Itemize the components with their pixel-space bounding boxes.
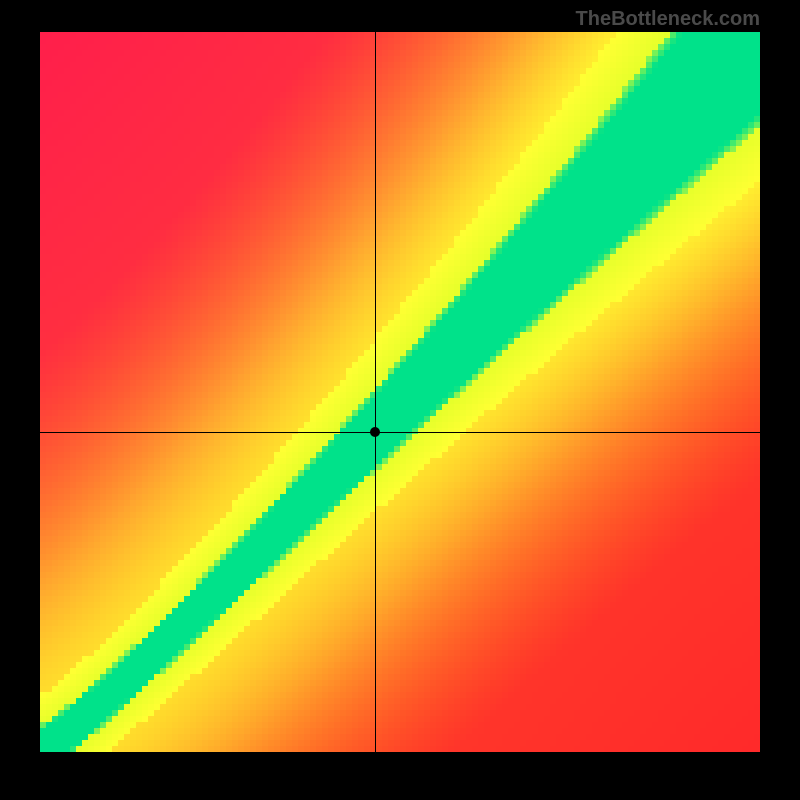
marker-dot xyxy=(370,427,380,437)
plot-area xyxy=(40,32,760,752)
heatmap-canvas xyxy=(40,32,760,752)
chart-container: TheBottleneck.com xyxy=(0,0,800,800)
watermark-text: TheBottleneck.com xyxy=(576,8,760,31)
crosshair-horizontal xyxy=(40,432,760,433)
crosshair-vertical xyxy=(375,32,376,752)
